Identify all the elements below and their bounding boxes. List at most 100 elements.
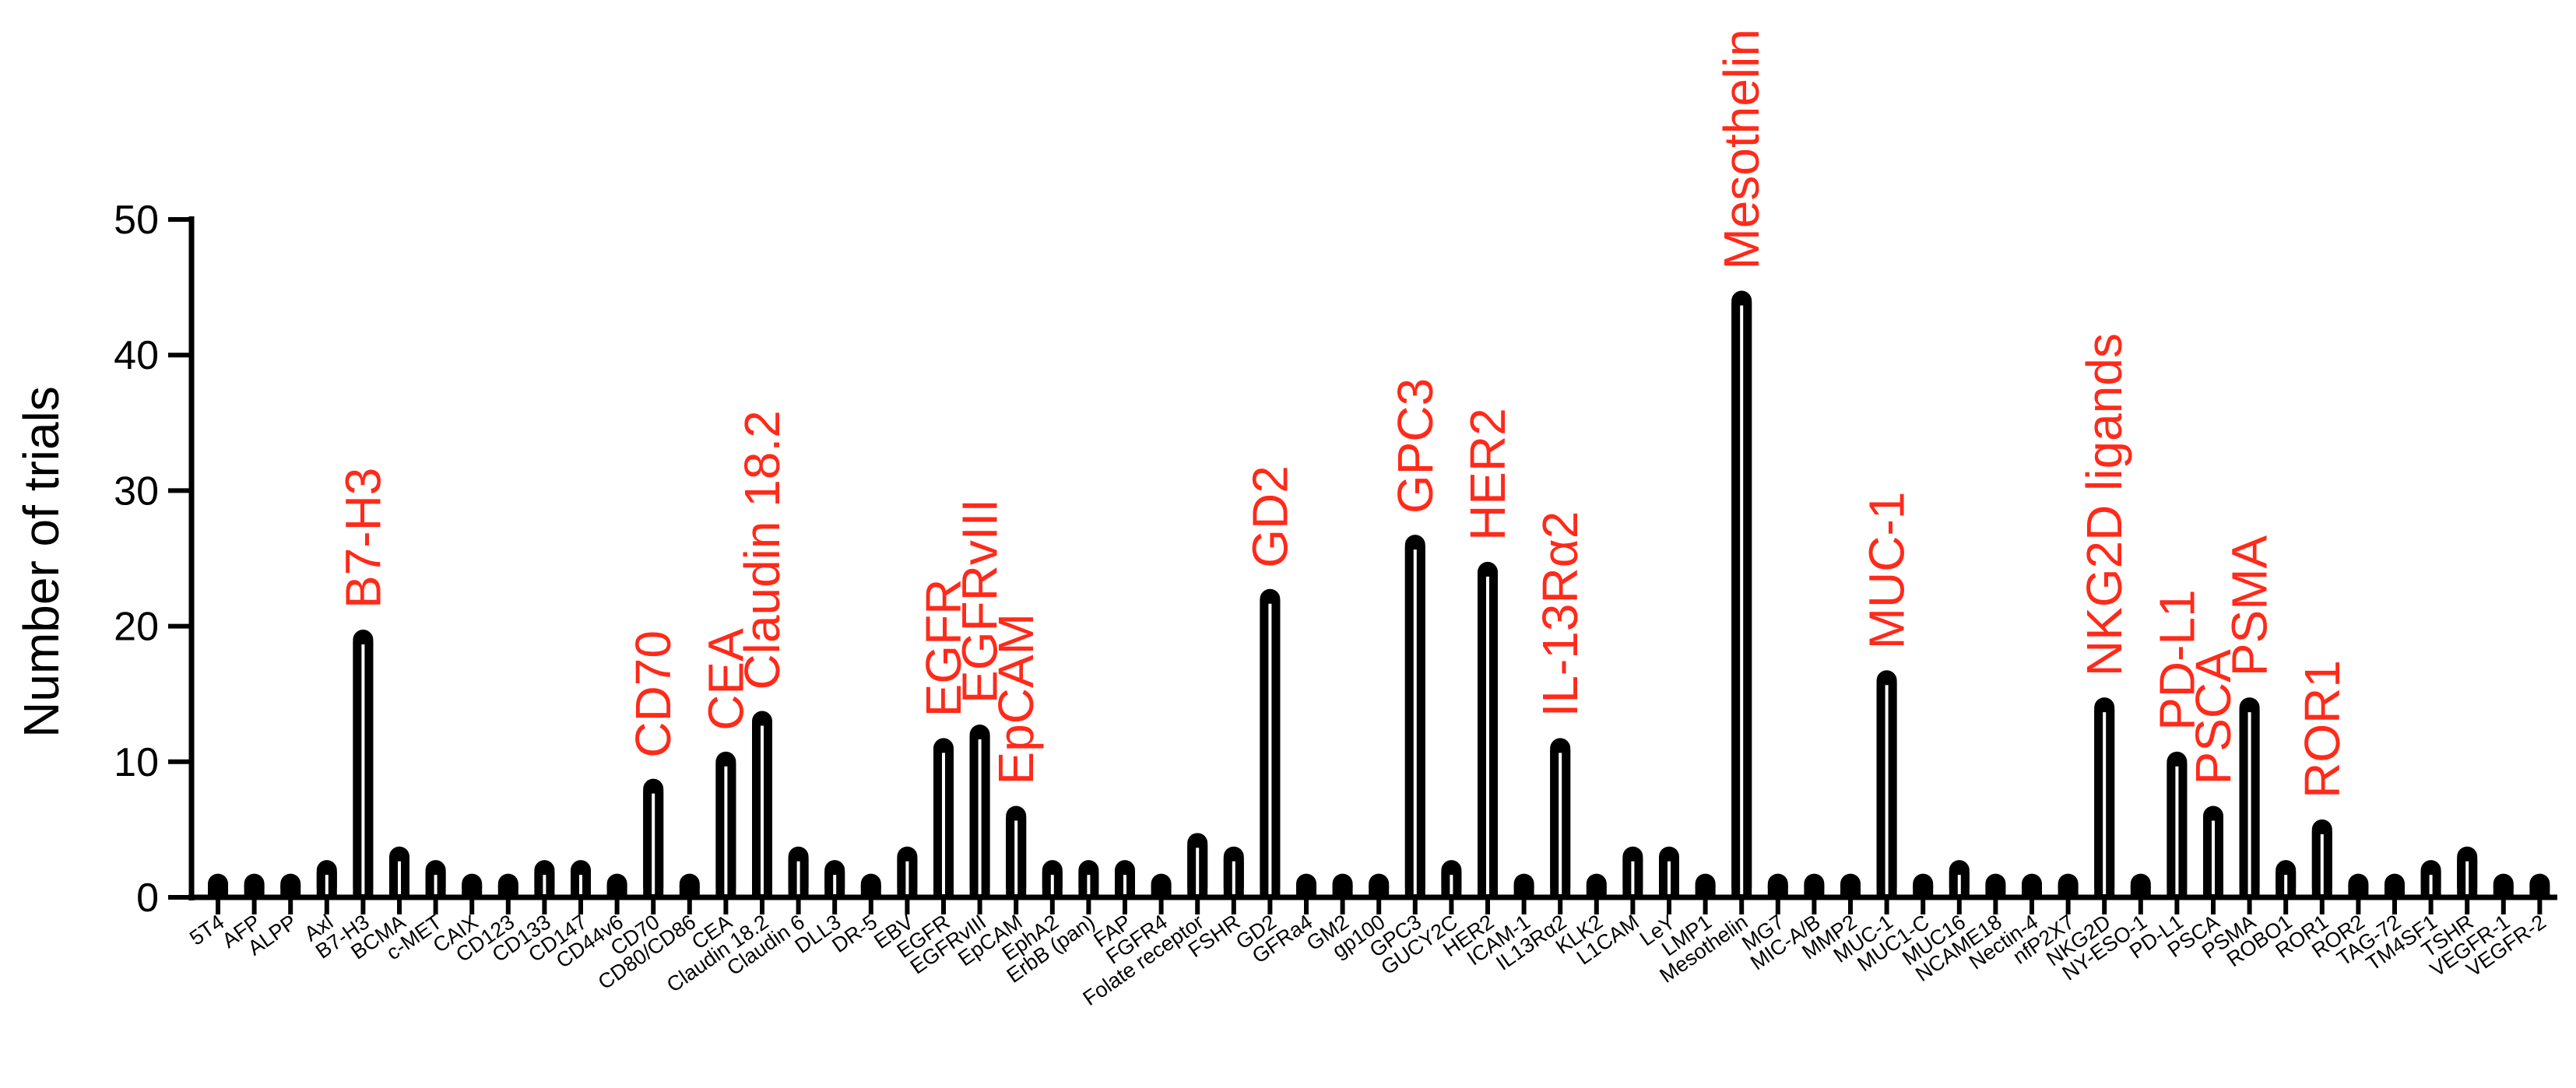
bar-body [497,885,518,897]
bar-body [208,885,228,897]
bar [788,846,809,897]
bar [1913,873,1934,897]
bar [1695,873,1716,897]
bar-body [2493,885,2514,897]
bar [1876,670,1897,897]
bar [1332,873,1353,897]
bar-body [1513,885,1534,897]
bars [208,290,2550,897]
bar [1260,588,1281,897]
annotation-label: EGFR [915,579,972,718]
bar [1985,873,2006,897]
bar [2457,846,2478,897]
bar-body [2130,885,2151,897]
annotation-label: NKG2D ligands [2076,333,2132,676]
y-tick-label: 0 [136,876,159,921]
y-axis-label: Number of trials [13,386,69,738]
annotation-label: PD-L1 [2149,589,2205,730]
annotation-label: Claudin 18.2 [734,410,790,690]
y-tick-label: 30 [114,469,159,514]
bar-body [1985,885,2006,897]
bar [389,846,409,897]
bar [1078,860,1099,897]
bar [2094,697,2115,897]
bar [1369,873,1390,897]
bar-body [860,885,881,897]
bar [1767,873,1788,897]
bar-body [2529,885,2550,897]
annotation-label: ROR1 [2294,660,2350,798]
annotation-label: GPC3 [1387,378,1443,514]
bar [2384,873,2405,897]
bar-body [244,885,265,897]
bar [1296,873,1316,897]
bar-body [1296,885,1316,897]
bar [2167,751,2188,897]
y-tick-label: 10 [114,740,159,785]
bar [1513,873,1534,897]
bar [715,751,736,897]
bar [1006,805,1027,897]
bar-body [1767,885,1788,897]
bar-body [1332,885,1353,897]
bar [2493,873,2514,897]
axes: 0 10 20 30 40 50 [114,198,2557,921]
bar [1223,846,1244,897]
bar [571,860,591,897]
bar [353,630,374,897]
bar-body [1913,885,1934,897]
bar [1840,873,1861,897]
bar [425,860,446,897]
bar [316,860,337,897]
bar-body [1695,885,1716,897]
bar [606,873,627,897]
bar [969,724,990,897]
bar-body [1586,885,1607,897]
annotation-label: HER2 [1460,408,1516,541]
annotation-label: CD70 [625,630,681,758]
bar [2529,873,2550,897]
bar [1550,738,1571,897]
bar [244,873,265,897]
bar [1404,535,1425,897]
bar-body [2022,885,2042,897]
bar [208,873,228,897]
bar-body [606,885,627,897]
bar [1478,561,1498,897]
bar-body [1840,885,1861,897]
y-tick-label: 40 [114,333,159,378]
annotation-label: MUC-1 [1859,492,1915,650]
bar [1187,833,1208,897]
bar-body [679,885,700,897]
bar [752,711,772,897]
bar [897,846,918,897]
bar [1151,873,1172,897]
bar [1804,873,1825,897]
annotation-label: CEA [698,628,754,731]
bar [1441,860,1462,897]
bar [1115,860,1135,897]
bar-body [2384,885,2405,897]
bar [643,778,664,897]
bar-body [1151,885,1172,897]
bar [280,873,301,897]
bar [2239,697,2260,897]
bar [860,873,881,897]
annotation-label: GD2 [1242,465,1298,568]
bar [2058,873,2079,897]
bar-body [1369,885,1390,897]
bar-body [280,885,301,897]
bar [2348,873,2369,897]
annotation-label: PSMA [2222,535,2278,676]
bar [1622,846,1643,897]
bar [462,873,483,897]
bar [2311,819,2332,897]
bar [933,738,954,897]
bar [2276,860,2297,897]
bar [2203,805,2223,897]
bar [2420,860,2441,897]
bar [2130,873,2151,897]
bar [1949,860,1970,897]
annotation-label: B7-H3 [335,468,391,609]
